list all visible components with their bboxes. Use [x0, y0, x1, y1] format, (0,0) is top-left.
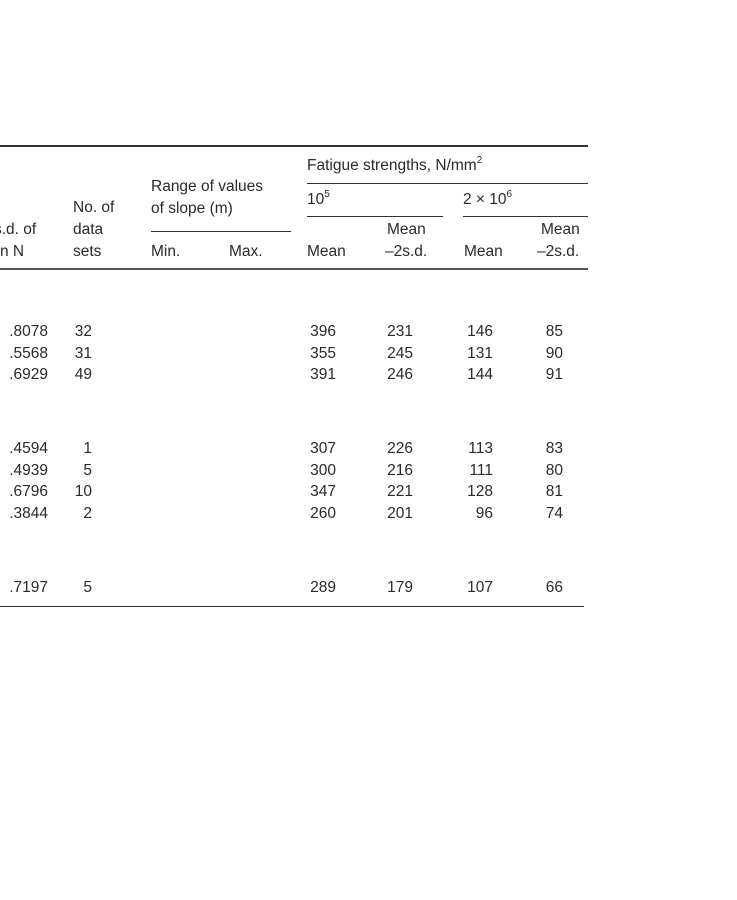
- header-slope-min: Min.: [151, 243, 181, 260]
- mean-2sd-2e6-cell: 74: [545, 505, 563, 522]
- mean-1e5-cell: 300: [310, 462, 336, 479]
- sd-cell: .8078: [9, 323, 48, 340]
- header-data-sets-line1: No. of: [73, 199, 115, 216]
- mean-1e5-cell: 391: [310, 366, 336, 383]
- header-slope-max: Max.: [229, 243, 263, 260]
- sd-cell: .6929: [9, 366, 48, 383]
- mean-2e6-cell: 128: [467, 483, 493, 500]
- mean-2e6-cell: 96: [475, 505, 493, 522]
- mean-2sd-1e5-cell: 201: [387, 505, 413, 522]
- mean-2sd-1e5-cell: 246: [387, 366, 413, 383]
- mean-1e5-cell: 396: [310, 323, 336, 340]
- slope-rule: [151, 231, 291, 232]
- header-mean2sd-2e6-line1: Mean: [541, 221, 580, 238]
- header-sd-line2: n N: [0, 243, 25, 260]
- data-sets-cell: 31: [74, 345, 92, 362]
- sd-cell: .6796: [9, 483, 48, 500]
- sd-cell: .3844: [9, 505, 48, 522]
- header-sd-line1: s.d. of: [0, 221, 37, 238]
- header-mean2sd-1e5-line2: –2s.d.: [385, 243, 428, 260]
- bottom-rule: [0, 606, 584, 607]
- mean-1e5-cell: 307: [310, 440, 336, 457]
- cycles-1e5-rule: [307, 216, 443, 217]
- mean-1e5-cell: 289: [310, 579, 336, 596]
- header-bottom-rule: [0, 268, 588, 270]
- header-slope-line2: of slope (m): [151, 200, 233, 217]
- mean-2sd-2e6-cell: 91: [545, 366, 563, 383]
- data-sets-cell: 32: [74, 323, 92, 340]
- header-mean2sd-1e5-line1: Mean: [387, 221, 426, 238]
- sd-cell: .4594: [9, 440, 48, 457]
- data-sets-cell: 10: [74, 483, 92, 500]
- data-sets-cell: 49: [74, 366, 92, 383]
- mean-2sd-1e5-cell: 221: [387, 483, 413, 500]
- mean-2sd-1e5-cell: 245: [387, 345, 413, 362]
- sd-cell: .7197: [9, 579, 48, 596]
- mean-2e6-cell: 144: [467, 366, 493, 383]
- mean-1e5-cell: 355: [310, 345, 336, 362]
- mean-1e5-cell: 347: [310, 483, 336, 500]
- top-rule: [0, 145, 588, 147]
- mean-2e6-cell: 131: [467, 345, 493, 362]
- header-cycles-1e5: 105: [307, 189, 330, 209]
- cycles-2e6-rule: [463, 216, 588, 217]
- sd-cell: .5568: [9, 345, 48, 362]
- mean-2sd-2e6-cell: 81: [545, 483, 563, 500]
- data-sets-cell: 5: [83, 462, 92, 479]
- data-sets-cell: 1: [83, 440, 92, 457]
- mean-2sd-2e6-cell: 90: [545, 345, 563, 362]
- fatigue-rule: [307, 183, 588, 184]
- mean-2sd-2e6-cell: 66: [545, 579, 563, 596]
- data-sets-cell: 5: [83, 579, 92, 596]
- header-cycles-2e6: 2 × 106: [463, 189, 513, 209]
- header-data-sets-line3: sets: [73, 243, 102, 260]
- mean-2sd-1e5-cell: 231: [387, 323, 413, 340]
- mean-2e6-cell: 111: [469, 462, 493, 479]
- mean-2sd-2e6-cell: 80: [545, 462, 563, 479]
- data-sets-cell: 2: [83, 505, 92, 522]
- mean-2sd-2e6-cell: 83: [545, 440, 563, 457]
- mean-1e5-cell: 260: [310, 505, 336, 522]
- mean-2e6-cell: 146: [467, 323, 493, 340]
- mean-2sd-1e5-cell: 179: [387, 579, 413, 596]
- header-mean-1e5: Mean: [307, 243, 346, 260]
- mean-2sd-1e5-cell: 216: [387, 462, 413, 479]
- mean-2sd-1e5-cell: 226: [387, 440, 413, 457]
- header-mean2sd-2e6-line2: –2s.d.: [537, 243, 580, 260]
- mean-2sd-2e6-cell: 85: [545, 323, 563, 340]
- header-mean-2e6: Mean: [464, 243, 503, 260]
- header-slope-line1: Range of values: [151, 178, 264, 195]
- header-data-sets-line2: data: [73, 221, 104, 238]
- mean-2e6-cell: 113: [468, 440, 493, 457]
- header-fatigue: Fatigue strengths, N/mm2: [307, 155, 483, 175]
- mean-2e6-cell: 107: [467, 579, 493, 596]
- sd-cell: .4939: [9, 462, 48, 479]
